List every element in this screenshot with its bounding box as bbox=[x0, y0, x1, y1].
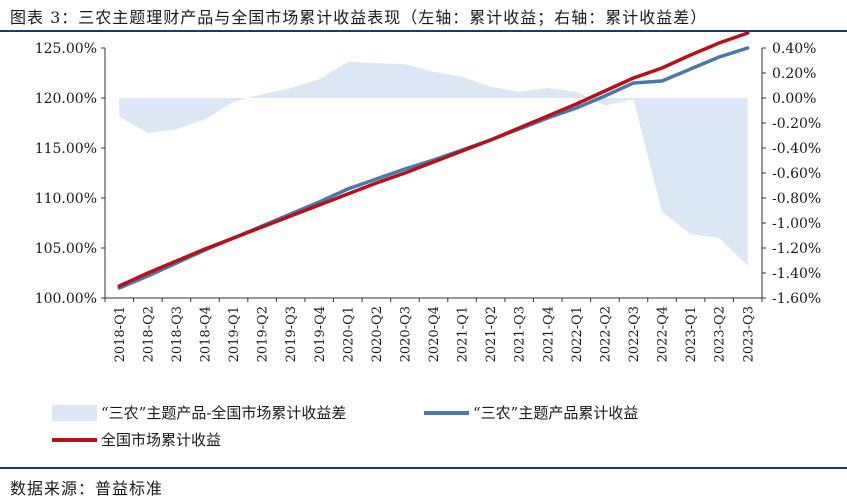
chart-title: 图表 3：三农主题理财产品与全国市场累计收益表现（左轴：累计收益；右轴：累计收益… bbox=[10, 8, 708, 27]
right-tick-label: -1.20% bbox=[772, 241, 821, 257]
x-tick-label: 2021-Q3 bbox=[513, 306, 528, 362]
x-tick-label: 2020-Q4 bbox=[427, 306, 442, 362]
left-tick-label: 105.00% bbox=[35, 241, 97, 257]
x-tick-label: 2023-Q3 bbox=[741, 306, 756, 362]
right-tick-label: 0.40% bbox=[772, 41, 816, 57]
top-rule bbox=[0, 30, 847, 32]
x-tick-label: 2021-Q4 bbox=[541, 306, 556, 362]
legend-label-sannong: “三农”主题产品累计收益 bbox=[473, 404, 639, 422]
bottom-rule bbox=[0, 467, 847, 469]
x-tick-label: 2022-Q2 bbox=[598, 306, 613, 362]
legend-label-market: 全国市场累计收益 bbox=[101, 431, 222, 449]
right-tick-label: -0.60% bbox=[772, 166, 821, 182]
left-tick-label: 125.00% bbox=[35, 41, 97, 57]
legend-swatch-market bbox=[52, 437, 97, 442]
legend-item-market: 全国市场累计收益 bbox=[52, 429, 221, 450]
legend-swatch-sannong bbox=[424, 410, 469, 415]
legend-label-diff: “三农”主题产品-全国市场累计收益差 bbox=[101, 404, 347, 422]
x-tick-label: 2019-Q3 bbox=[284, 306, 299, 362]
x-tick-label: 2020-Q1 bbox=[341, 306, 356, 362]
legend-item-diff: “三农”主题产品-全国市场累计收益差 bbox=[52, 402, 346, 423]
x-tick-label: 2018-Q3 bbox=[170, 306, 185, 362]
market-line bbox=[117, 31, 750, 288]
right-tick-label: -0.40% bbox=[772, 141, 821, 157]
legend-item-sannong: “三农”主题产品累计收益 bbox=[424, 402, 638, 423]
right-tick-label: -1.40% bbox=[772, 266, 821, 282]
right-tick-label: 0.20% bbox=[772, 66, 816, 82]
x-tick-label: 2021-Q2 bbox=[484, 306, 499, 362]
x-tick-label: 2021-Q1 bbox=[456, 306, 471, 362]
left-tick-label: 115.00% bbox=[35, 141, 97, 157]
x-tick-label: 2019-Q4 bbox=[313, 306, 328, 362]
chart-svg: 100.00% 105.00% 110.00% 115.00% 120.00% 125.0… bbox=[35, 31, 821, 362]
left-tick-label: 110.00% bbox=[35, 191, 97, 207]
left-tick-label: 120.00% bbox=[35, 91, 97, 107]
right-tick-label: 0.00% bbox=[772, 91, 816, 107]
right-tick-label: -0.20% bbox=[772, 116, 821, 132]
x-tick-label: 2018-Q4 bbox=[199, 306, 214, 362]
x-tick-label: 2020-Q2 bbox=[370, 306, 385, 362]
x-tick-label: 2019-Q1 bbox=[227, 306, 242, 362]
legend-swatch-diff bbox=[52, 404, 97, 421]
x-tick-label: 2018-Q1 bbox=[113, 306, 128, 362]
x-tick-label: 2018-Q2 bbox=[141, 306, 156, 362]
x-tick-label: 2020-Q3 bbox=[398, 306, 413, 362]
right-tick-label: -0.80% bbox=[772, 191, 821, 207]
right-tick-label: -1.60% bbox=[772, 291, 821, 307]
right-tick-label: -1.00% bbox=[772, 216, 821, 232]
left-tick-label: 100.00% bbox=[35, 291, 97, 307]
x-tick-label: 2022-Q4 bbox=[656, 306, 671, 362]
x-tick-label: 2022-Q3 bbox=[627, 306, 642, 362]
source-note: 数据来源：普益标准 bbox=[10, 479, 164, 498]
x-tick-label: 2023-Q2 bbox=[713, 306, 728, 362]
x-tick-label: 2022-Q1 bbox=[570, 306, 585, 362]
x-tick-label: 2023-Q1 bbox=[684, 306, 699, 362]
x-tick-label: 2019-Q2 bbox=[256, 306, 271, 362]
